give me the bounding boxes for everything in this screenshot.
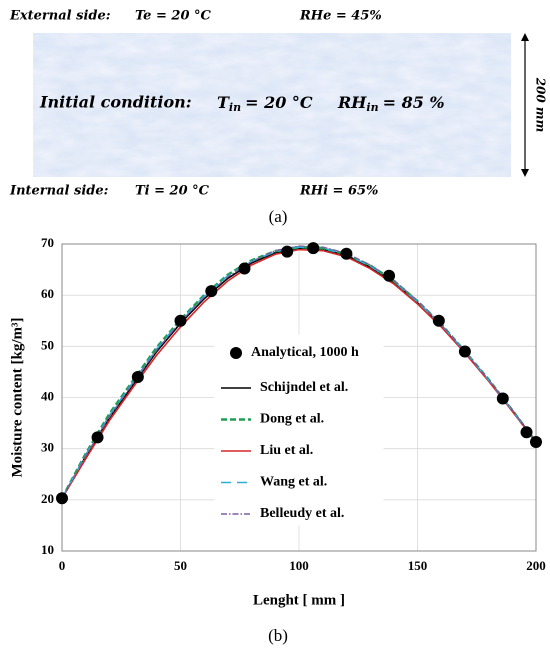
y-tick-label: 20 [41, 491, 54, 506]
data-point [238, 262, 251, 275]
thickness-label: 200 mm [534, 77, 548, 133]
data-point [458, 345, 471, 358]
external-label: External side: [9, 9, 111, 24]
plot-border [61, 243, 537, 552]
legend-box [214, 334, 384, 526]
value: = 85 % [383, 93, 445, 112]
data-point [383, 269, 396, 282]
subscript: in [229, 101, 241, 114]
diagram: External side: Te = 20 °C RHe = 45% Init… [9, 9, 548, 226]
internal-rh: RHi = 65% [299, 184, 378, 199]
y-tick-label: 60 [41, 286, 54, 301]
data-point [530, 436, 542, 449]
initial-label: Initial condition: [39, 93, 192, 112]
data-point [432, 314, 445, 327]
legend-label: Wang et al. [260, 475, 327, 490]
initial-rh: RHin = 85 % [337, 93, 445, 115]
data-point [340, 247, 353, 260]
wall-texture [33, 33, 511, 177]
value: = 20 °C [245, 93, 313, 112]
external-temp: Te = 20 °C [135, 9, 212, 24]
y-tick-label: 30 [41, 440, 54, 455]
legend-marker [230, 347, 242, 359]
data-point [496, 392, 509, 405]
y-tick-label: 70 [41, 235, 54, 250]
y-tick-label: 50 [41, 337, 54, 352]
legend-label: Analytical, 1000 h [251, 345, 359, 360]
data-point [91, 431, 104, 444]
initial-temp: Tin = 20 °C [217, 93, 313, 115]
chart: 10 20 30 40 50 60 70 0 50 100 150 200 Lenght [ mm ] M… [9, 235, 545, 608]
x-axis-label: Lenght [ mm ] [253, 592, 345, 608]
y-tick-label: 40 [41, 388, 54, 403]
caption-a: (a) [269, 207, 288, 226]
y-tick-label: 10 [41, 542, 54, 557]
x-tick-label: 200 [526, 558, 546, 573]
x-tick-label: 0 [59, 558, 66, 573]
data-point [520, 426, 533, 439]
legend-label: Belleudy et al. [260, 506, 344, 521]
data-point [307, 242, 320, 255]
legend: Analytical, 1000 h Schijndel et al. Dong e… [214, 334, 384, 526]
x-tick-label: 100 [289, 558, 309, 573]
caption-b: (b) [268, 626, 288, 645]
series-line [61, 245, 537, 499]
internal-label: Internal side: [9, 184, 109, 199]
x-tick-label: 150 [408, 558, 428, 573]
external-rh: RHe = 45% [299, 9, 382, 24]
data-point [56, 492, 68, 505]
subscript: in [366, 101, 378, 114]
internal-temp: Ti = 20 °C [135, 184, 210, 199]
legend-label: Dong et al. [260, 412, 324, 427]
y-axis-label: Moisture content [kg/m³] [9, 317, 25, 477]
legend-label: Liu et al. [260, 443, 313, 458]
symbol: T [217, 93, 230, 112]
x-tick-label: 50 [174, 558, 187, 573]
data-point [174, 314, 187, 327]
data-point [131, 371, 144, 384]
data-point [205, 285, 218, 298]
legend-label: Schijndel et al. [260, 380, 348, 395]
symbol: RH [337, 93, 367, 112]
data-point [281, 245, 294, 258]
